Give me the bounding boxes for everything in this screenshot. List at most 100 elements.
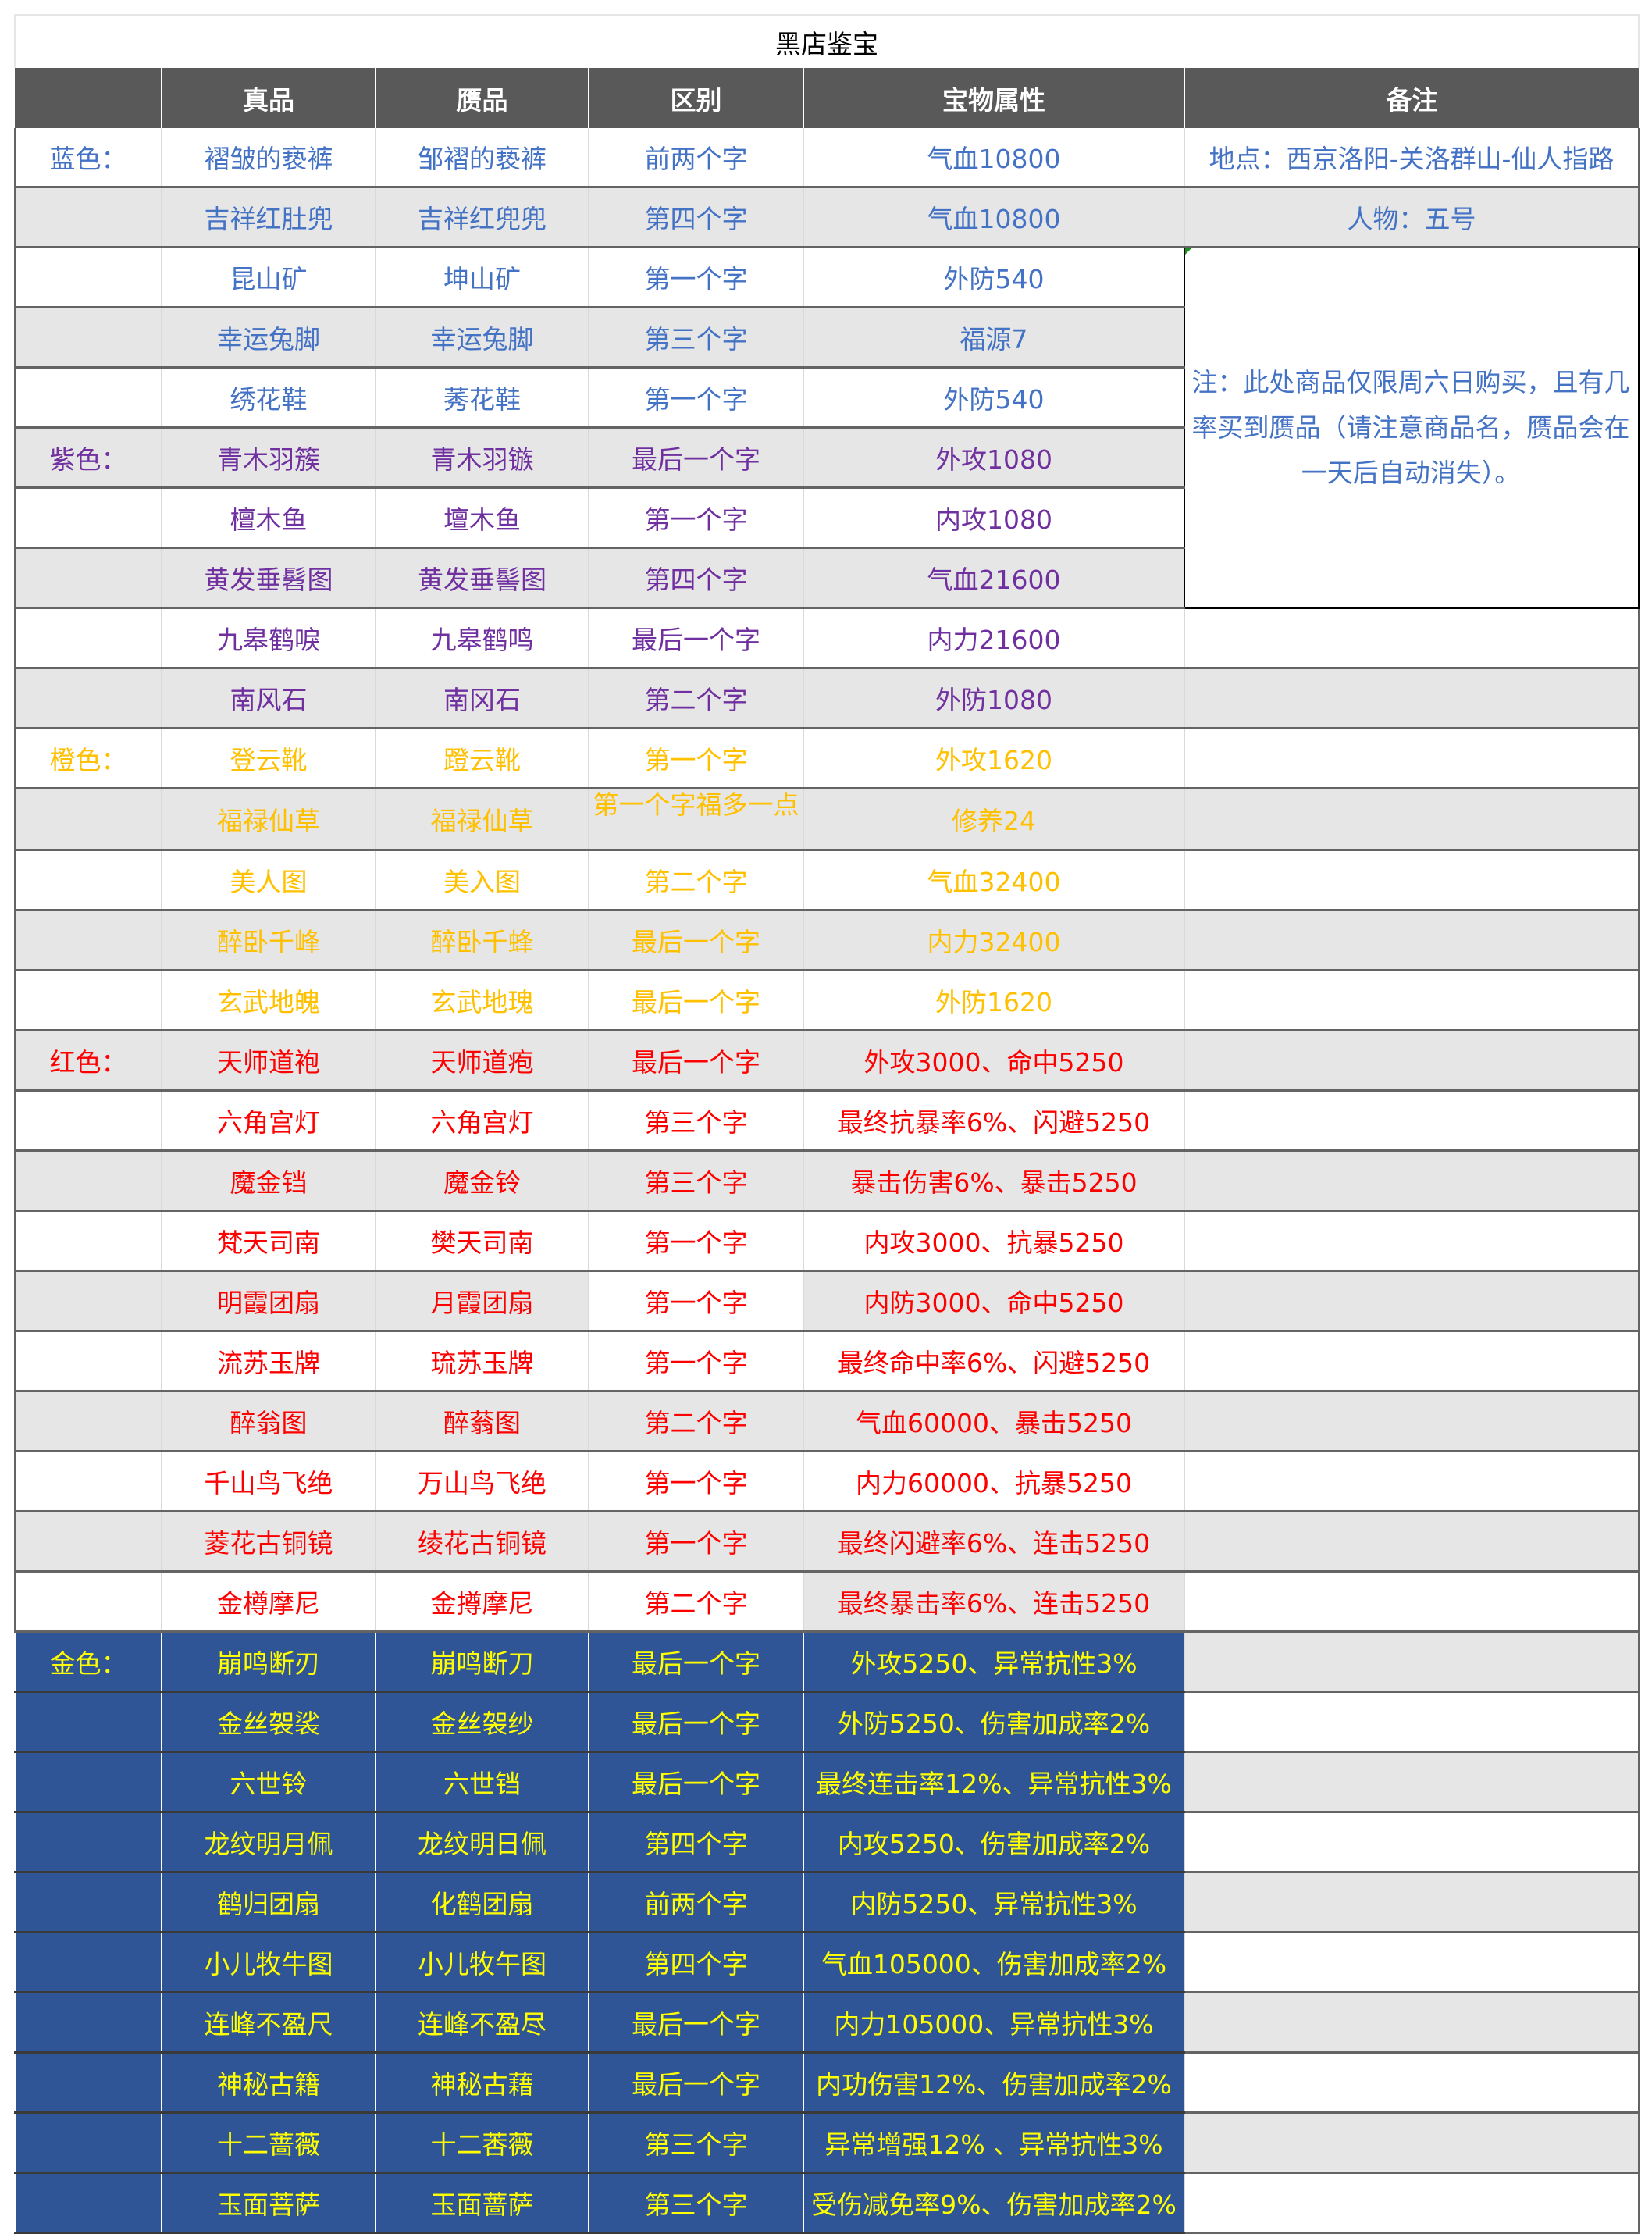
attribute-cell[interactable]: 外防5250、伤害加成率2%	[803, 1691, 1184, 1753]
tier-cell[interactable]	[14, 1210, 162, 1272]
difference-cell[interactable]: 第四个字	[588, 187, 803, 248]
tier-cell[interactable]	[14, 367, 162, 429]
real-item-cell[interactable]: 幸运兔脚	[161, 307, 376, 369]
real-item-cell[interactable]: 崩鸣断刃	[161, 1631, 376, 1693]
fake-item-cell[interactable]: 绫花古铜镜	[375, 1511, 589, 1573]
real-item-cell[interactable]: 金樽摩尼	[161, 1571, 376, 1633]
tier-cell[interactable]	[14, 487, 162, 549]
difference-cell[interactable]: 最后一个字	[588, 910, 803, 971]
tier-cell[interactable]	[14, 788, 162, 851]
tier-cell[interactable]	[14, 910, 162, 971]
real-item-cell[interactable]: 魔金铛	[161, 1150, 376, 1212]
tier-cell[interactable]	[14, 850, 162, 911]
tier-cell[interactable]: 红色：	[14, 1030, 162, 1092]
attribute-cell[interactable]: 外攻3000、命中5250	[803, 1030, 1184, 1092]
tier-cell[interactable]	[14, 2052, 162, 2114]
difference-cell[interactable]: 最后一个字	[588, 1992, 803, 2054]
tier-cell[interactable]	[14, 247, 162, 308]
tier-cell[interactable]	[14, 1571, 162, 1633]
real-item-cell[interactable]: 连峰不盈尺	[161, 1992, 376, 2054]
attribute-cell[interactable]: 内攻3000、抗暴5250	[803, 1210, 1184, 1272]
real-item-cell[interactable]: 褶皱的亵裤	[161, 128, 376, 188]
difference-cell[interactable]: 第一个字	[588, 247, 803, 308]
tier-cell[interactable]	[14, 2112, 162, 2174]
difference-cell[interactable]: 最后一个字	[588, 607, 803, 669]
fake-item-cell[interactable]: 金撙摩尼	[375, 1571, 589, 1633]
difference-cell[interactable]: 第一个字	[588, 1451, 803, 1512]
note-empty-cell[interactable]	[1183, 910, 1640, 971]
note-empty-cell[interactable]	[1183, 1872, 1640, 1933]
attribute-cell[interactable]: 最终命中率6%、闪避5250	[803, 1331, 1184, 1392]
real-item-cell[interactable]: 九皋鹤唳	[161, 607, 376, 669]
difference-cell[interactable]: 第一个字	[588, 367, 803, 429]
real-item-cell[interactable]: 黄发垂髫图	[161, 547, 376, 609]
real-item-cell[interactable]: 吉祥红肚兜	[161, 187, 376, 248]
difference-cell[interactable]: 最后一个字	[588, 1691, 803, 1753]
note-empty-cell[interactable]	[1183, 1992, 1640, 2054]
real-item-cell[interactable]: 流苏玉牌	[161, 1331, 376, 1392]
note-empty-cell[interactable]	[1183, 1751, 1640, 1813]
difference-cell[interactable]: 第三个字	[588, 2112, 803, 2174]
fake-item-cell[interactable]: 小儿牧午图	[375, 1932, 589, 1993]
difference-cell[interactable]: 前两个字	[588, 1872, 803, 1933]
attribute-cell[interactable]: 外防540	[803, 367, 1185, 429]
attribute-cell[interactable]: 内攻1080	[803, 487, 1185, 549]
difference-cell[interactable]: 第二个字	[588, 1571, 803, 1633]
difference-cell[interactable]: 第四个字	[588, 1932, 803, 1993]
note-empty-cell[interactable]	[1183, 1331, 1640, 1392]
attribute-cell[interactable]: 福源7	[803, 307, 1185, 369]
tier-cell[interactable]	[14, 1751, 162, 1813]
attribute-cell[interactable]: 气血10800	[803, 128, 1184, 188]
difference-cell[interactable]: 第四个字	[588, 1812, 803, 1873]
fake-item-cell[interactable]: 九皋鹤鸣	[375, 607, 589, 669]
note-location[interactable]: 地点：西京洛阳-关洛群山-仙人指路	[1183, 128, 1640, 188]
real-item-cell[interactable]: 天师道袍	[161, 1030, 376, 1092]
note-empty-cell[interactable]	[1183, 1030, 1640, 1092]
note-empty-cell[interactable]	[1183, 1691, 1640, 1753]
fake-item-cell[interactable]: 玄武地瑰	[375, 970, 589, 1031]
attribute-cell[interactable]: 气血10800	[803, 187, 1184, 248]
note-empty-cell[interactable]	[1183, 1391, 1640, 1452]
note-empty-cell[interactable]	[1183, 788, 1640, 851]
tier-cell[interactable]	[14, 1812, 162, 1873]
note-empty-cell[interactable]	[1183, 1511, 1640, 1573]
difference-cell[interactable]: 第二个字	[588, 850, 803, 911]
real-item-cell[interactable]: 玉面菩萨	[161, 2172, 376, 2234]
attribute-cell[interactable]: 内力32400	[803, 910, 1184, 971]
fake-item-cell[interactable]: 吉祥红兜兜	[375, 187, 589, 248]
tier-cell[interactable]	[14, 1090, 162, 1152]
tier-cell[interactable]	[14, 1150, 162, 1212]
difference-cell[interactable]: 第三个字	[588, 2172, 803, 2234]
attribute-cell[interactable]: 外防1620	[803, 970, 1184, 1031]
fake-item-cell[interactable]: 龙纹明日佩	[375, 1812, 589, 1873]
fake-item-cell[interactable]: 琉苏玉牌	[375, 1331, 589, 1392]
note-empty-cell[interactable]	[1183, 850, 1640, 911]
real-item-cell[interactable]: 檀木鱼	[161, 487, 376, 549]
fake-item-cell[interactable]: 福禄仙草	[375, 788, 589, 851]
fake-item-cell[interactable]: 金丝袈纱	[375, 1691, 589, 1753]
fake-item-cell[interactable]: 壇木鱼	[375, 487, 589, 549]
tier-cell[interactable]	[14, 547, 162, 609]
attribute-cell[interactable]: 暴击伤害6%、暴击5250	[803, 1150, 1184, 1212]
real-item-cell[interactable]: 千山鸟飞绝	[161, 1451, 376, 1512]
fake-item-cell[interactable]: 蹬云靴	[375, 728, 589, 789]
tier-cell[interactable]: 蓝色：	[14, 128, 162, 188]
difference-cell[interactable]: 最后一个字	[588, 970, 803, 1031]
difference-cell[interactable]: 第三个字	[588, 1090, 803, 1152]
difference-cell[interactable]: 第一个字	[588, 1331, 803, 1392]
real-item-cell[interactable]: 梵天司南	[161, 1210, 376, 1272]
note-empty-cell[interactable]	[1183, 1150, 1640, 1212]
real-item-cell[interactable]: 玄武地魄	[161, 970, 376, 1031]
real-item-cell[interactable]: 六世铃	[161, 1751, 376, 1813]
note-empty-cell[interactable]	[1183, 1090, 1640, 1152]
real-item-cell[interactable]: 美人图	[161, 850, 376, 911]
difference-cell[interactable]: 最后一个字	[588, 427, 803, 489]
tier-cell[interactable]	[14, 307, 162, 369]
tier-cell[interactable]: 紫色：	[14, 427, 162, 489]
tier-cell[interactable]	[14, 1451, 162, 1512]
attribute-cell[interactable]: 最终暴击率6%、连击5250	[803, 1571, 1184, 1633]
attribute-cell[interactable]: 修养24	[803, 788, 1184, 851]
attribute-cell[interactable]: 外攻1080	[803, 427, 1185, 489]
tier-cell[interactable]	[14, 1872, 162, 1933]
real-item-cell[interactable]: 鹤归团扇	[161, 1872, 376, 1933]
